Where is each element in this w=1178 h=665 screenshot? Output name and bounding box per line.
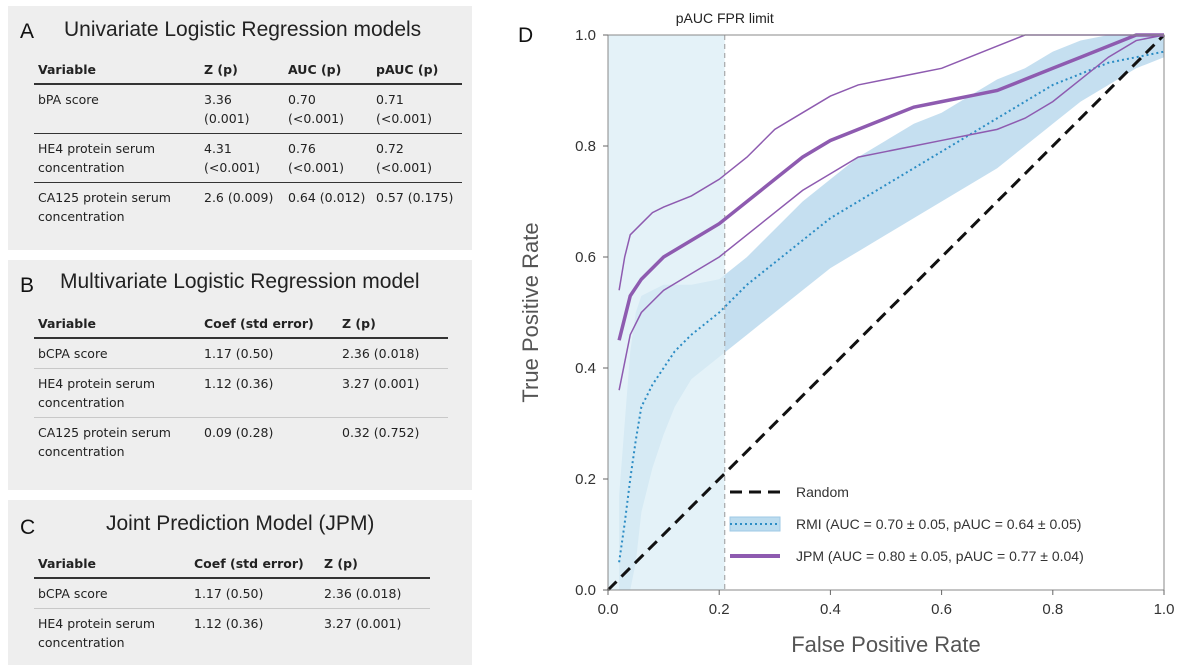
legend-label-rmi: RMI (AUC = 0.70 ± 0.05, pAUC = 0.64 ± 0.… [796,516,1081,532]
table-row: CA125 protein serum concentration 0.09 (… [34,418,448,467]
cell-variable: HE4 protein serum concentration [34,368,200,418]
cell-pauc: 0.71 (<0.001) [372,84,462,134]
x-tick-label: 0.4 [820,601,841,618]
legend-label-jpm: JPM (AUC = 0.80 ± 0.05, pAUC = 0.77 ± 0.… [796,548,1084,564]
panel-b-multivariate: B Multivariate Logistic Regression model… [8,260,472,490]
column-header-auc: AUC (p) [284,58,372,85]
joint-prediction-table: Variable Coef (std error) Z (p) bCPA sco… [34,552,430,657]
table-row: bCPA score 1.17 (0.50) 2.36 (0.018) [34,338,448,369]
y-tick-label: 0.8 [575,138,596,155]
cell-variable: CA125 protein serum concentration [38,425,171,459]
column-header-coef: Coef (std error) [200,312,338,339]
column-header-variable: Variable [34,552,190,579]
y-tick-label: 1.0 [575,27,596,44]
cell-pauc: 0.57 (0.175) [376,190,454,205]
panel-c-title: Joint Prediction Model (JPM) [106,512,375,535]
panel-letter-d: D [518,24,533,47]
confidence-bands [619,35,1164,590]
x-tick-label: 0.6 [931,601,952,618]
cell-auc: 0.76 (<0.001) [284,133,372,183]
y-tick-label: 0.0 [575,582,596,599]
x-tick-label: 0.0 [598,601,619,618]
table-row: HE4 protein serum concentration 1.12 (0.… [34,609,430,658]
table-row: bPA score 3.36 (0.001) 0.70 (<0.001) 0.7… [34,84,462,134]
cell-z: 2.36 (0.018) [338,338,448,369]
table-row: HE4 protein serum concentration 4.31 (<0… [34,133,462,183]
column-header-z: Z (p) [200,58,284,85]
x-tick-label: 0.8 [1042,601,1063,618]
cell-variable: HE4 protein serum concentration [38,616,156,650]
cell-z: 4.31 (<0.001) [200,133,284,183]
cell-variable: CA125 protein serum concentration [38,190,171,224]
y-tick-label: 0.6 [575,249,596,266]
panel-letter-b: B [20,274,35,297]
table-row: bCPA score 1.17 (0.50) 2.36 (0.018) [34,578,430,609]
cell-z: 2.6 (0.009) [204,190,274,205]
plot-frame [607,34,1165,591]
legend: Random RMI (AUC = 0.70 ± 0.05, pAUC = 0.6… [729,484,1084,564]
cell-coef: 0.09 (0.28) [204,425,274,440]
cell-z: 3.36 (0.001) [200,84,284,134]
cell-z: 3.27 (0.001) [338,368,448,418]
panel-a-title: Univariate Logistic Regression models [64,18,422,41]
column-header-pauc: pAUC (p) [372,58,462,85]
table-row: CA125 protein serum concentration 2.6 (0… [34,183,462,232]
column-header-z: Z (p) [320,552,430,579]
univariate-table: Variable Z (p) AUC (p) pAUC (p) bPA scor… [34,58,462,231]
cell-z: 0.32 (0.752) [342,425,420,440]
cell-coef: 1.17 (0.50) [200,338,338,369]
cell-coef: 1.12 (0.36) [200,368,338,418]
cell-pauc: 0.72 (<0.001) [372,133,462,183]
column-header-coef: Coef (std error) [190,552,320,579]
panel-c-joint-prediction: C Joint Prediction Model (JPM) Variable … [8,500,472,665]
panel-letter-c: C [20,516,36,539]
y-tick-label: 0.4 [575,360,596,377]
x-tick-label: 1.0 [1154,601,1175,618]
fpr-limit-label: pAUC FPR limit [676,10,774,26]
cell-auc: 0.70 (<0.001) [284,84,372,134]
cell-variable: HE4 protein serum concentration [34,133,200,183]
cell-z: 3.27 (0.001) [324,616,402,631]
x-tick-label: 0.2 [709,601,730,618]
legend-label-random: Random [796,484,849,500]
cell-z: 2.36 (0.018) [320,578,430,609]
panel-a-univariate: A Univariate Logistic Regression models … [8,6,472,250]
x-axis-label: False Positive Rate [791,632,981,657]
roc-chart: 0.0 0.2 0.4 0.6 0.8 1.0 0.0 0.2 0.4 0.6 0.8 1.0 Ran… [518,10,1174,657]
rmi-confidence-band [619,35,1164,590]
cell-variable: bPA score [34,84,200,134]
panel-b-title: Multivariate Logistic Regression model [60,270,420,293]
multivariate-table: Variable Coef (std error) Z (p) bCPA sco… [34,312,448,466]
cell-variable: bCPA score [34,578,190,609]
cell-variable: bCPA score [34,338,200,369]
axis-ticks: 0.0 0.2 0.4 0.6 0.8 1.0 0.0 0.2 0.4 0.6 0.8 1.0 [575,27,1174,618]
y-tick-label: 0.2 [575,471,596,488]
column-header-variable: Variable [34,58,200,85]
random-curve [606,33,1166,592]
y-axis-label: True Positive Rate [518,222,543,402]
jpm-lower-bound [618,34,1165,391]
panel-letter-a: A [20,20,35,43]
column-header-variable: Variable [34,312,200,339]
column-header-z: Z (p) [338,312,448,339]
rmi-curve [618,50,1165,563]
jpm-curve [617,33,1164,341]
cell-coef: 1.17 (0.50) [190,578,320,609]
cell-auc: 0.64 (0.012) [288,190,366,205]
table-row: HE4 protein serum concentration 1.12 (0.… [34,368,448,418]
cell-coef: 1.12 (0.36) [194,616,264,631]
